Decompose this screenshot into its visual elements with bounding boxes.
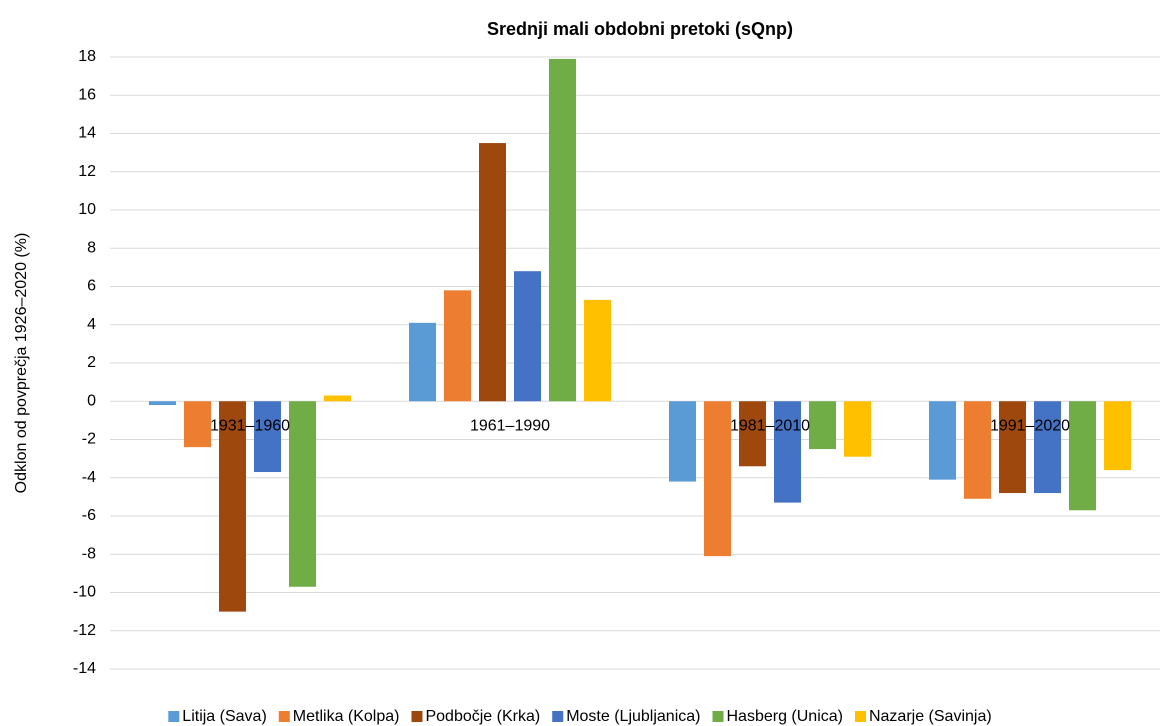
y-tick-label: -4 xyxy=(82,469,96,486)
bar xyxy=(289,401,316,587)
legend-label: Metlika (Kolpa) xyxy=(293,708,400,725)
y-tick-label: -12 xyxy=(73,622,96,639)
y-tick-label: -10 xyxy=(73,584,96,601)
bar xyxy=(1104,401,1131,471)
y-axis-title: Odklon od povprečja 1926–2020 (%) xyxy=(13,233,30,494)
bar xyxy=(669,401,696,482)
bar xyxy=(704,401,731,557)
bar xyxy=(964,401,991,499)
legend-swatch xyxy=(168,711,180,722)
y-tick-label: -6 xyxy=(82,507,96,524)
bar xyxy=(1034,401,1061,494)
legend-swatch xyxy=(552,711,564,722)
y-tick-label: 10 xyxy=(78,201,96,218)
y-tick-label: -2 xyxy=(82,431,96,448)
legend-label: Litija (Sava) xyxy=(182,708,266,725)
bar xyxy=(549,58,576,402)
y-tick-label: 4 xyxy=(87,316,96,333)
bar xyxy=(584,299,611,402)
y-tick-label: -14 xyxy=(73,660,96,677)
legend-label: Nazarje (Savinja) xyxy=(869,708,992,725)
x-tick-label: 1991–2020 xyxy=(990,417,1070,434)
bar xyxy=(774,401,801,503)
chart-title: Srednji mali obdobni pretoki (sQnp) xyxy=(487,19,793,39)
y-tick-label: 16 xyxy=(78,86,96,103)
bar xyxy=(809,401,836,450)
bar xyxy=(999,401,1026,494)
x-tick-label: 1931–1960 xyxy=(210,417,290,434)
legend-label: Hasberg (Unica) xyxy=(726,708,842,725)
y-tick-label: 18 xyxy=(78,48,96,65)
y-tick-label: 2 xyxy=(87,354,96,371)
legend-swatch xyxy=(854,711,866,722)
bar xyxy=(844,401,871,457)
y-tick-label: 14 xyxy=(78,125,96,142)
bar xyxy=(479,143,506,402)
x-tick-label: 1961–1990 xyxy=(470,417,550,434)
bar xyxy=(444,290,471,402)
bar xyxy=(254,401,281,473)
y-tick-label: 0 xyxy=(87,392,96,409)
bar xyxy=(409,322,436,402)
legend-swatch xyxy=(278,711,290,722)
bar xyxy=(1069,401,1096,511)
y-tick-label: 6 xyxy=(87,278,96,295)
legend-swatch xyxy=(411,711,423,722)
y-tick-label: 12 xyxy=(78,163,96,180)
legend-swatch xyxy=(712,711,724,722)
bar xyxy=(149,401,176,406)
bar xyxy=(514,271,541,402)
bar xyxy=(739,401,766,467)
bar xyxy=(929,401,956,480)
bar xyxy=(219,401,246,612)
y-tick-label: 8 xyxy=(87,239,96,256)
x-tick-label: 1981–2010 xyxy=(730,417,810,434)
bar xyxy=(324,395,351,402)
y-tick-label: -8 xyxy=(82,545,96,562)
bar xyxy=(184,401,211,448)
legend-label: Podbočje (Krka) xyxy=(425,708,540,725)
legend-label: Moste (Ljubljanica) xyxy=(566,708,700,725)
